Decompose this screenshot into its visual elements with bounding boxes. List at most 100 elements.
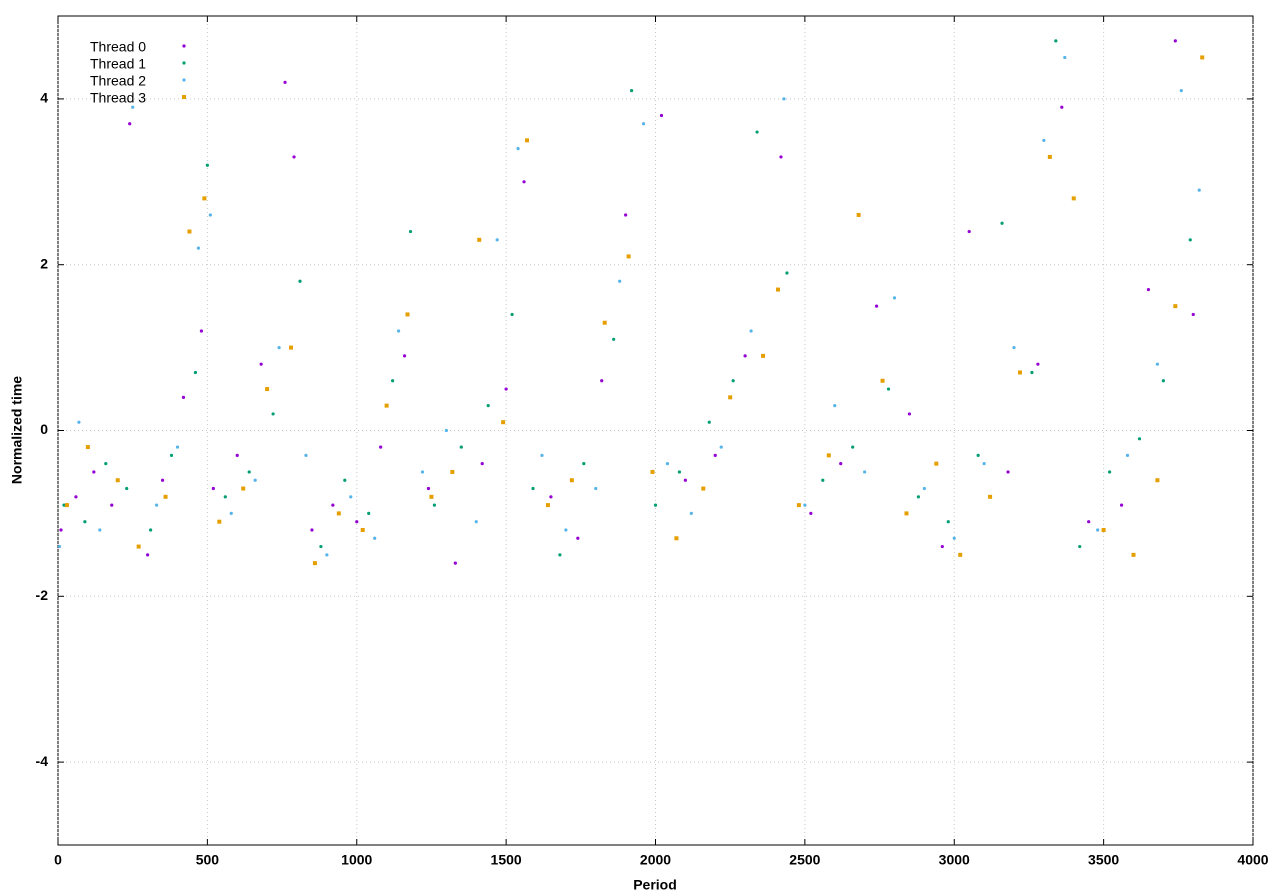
- x-tick-label: 500: [196, 852, 220, 868]
- data-point: [809, 511, 813, 515]
- y-tick-label: -2: [36, 587, 49, 603]
- data-point: [241, 486, 246, 491]
- data-point: [821, 478, 825, 482]
- data-point: [907, 412, 912, 416]
- data-point: [1030, 370, 1034, 375]
- data-point: [880, 378, 885, 383]
- data-point: [1054, 39, 1058, 43]
- data-point: [444, 428, 448, 433]
- y-tick-label: 0: [40, 421, 48, 437]
- data-point: [531, 486, 535, 491]
- data-point: [384, 403, 389, 408]
- data-point: [952, 536, 956, 540]
- data-point: [453, 561, 457, 565]
- x-tick-label: 0: [54, 852, 62, 868]
- data-point: [626, 254, 631, 259]
- data-point: [202, 196, 207, 201]
- data-point: [1197, 188, 1201, 192]
- data-point: [779, 155, 783, 159]
- data-point: [128, 122, 132, 126]
- data-point: [292, 155, 296, 159]
- data-point: [922, 486, 926, 491]
- data-point: [193, 370, 198, 375]
- data-point: [940, 544, 944, 549]
- legend-marker: [182, 95, 186, 99]
- data-point: [283, 80, 287, 84]
- data-point: [312, 561, 317, 566]
- data-point: [558, 553, 562, 557]
- data-point: [85, 445, 90, 450]
- data-point: [450, 469, 455, 474]
- data-point: [160, 478, 165, 482]
- data-point: [304, 453, 308, 457]
- data-point: [594, 486, 598, 491]
- y-axis-title: Normalized time: [9, 376, 25, 484]
- data-point: [59, 528, 63, 532]
- data-point: [310, 528, 314, 532]
- data-point: [426, 486, 431, 491]
- data-point: [223, 495, 227, 499]
- x-tick-label: 4000: [1237, 852, 1268, 868]
- data-point: [149, 528, 153, 532]
- data-point: [336, 511, 341, 516]
- y-tick-label: 4: [40, 90, 48, 106]
- data-point: [839, 462, 843, 466]
- x-tick-label: 3000: [939, 852, 970, 868]
- x-tick-label: 1500: [491, 852, 522, 868]
- data-point: [782, 97, 786, 101]
- data-point: [391, 379, 395, 383]
- data-point: [904, 511, 909, 516]
- data-point: [934, 461, 939, 466]
- data-point: [265, 387, 270, 392]
- data-point: [624, 213, 628, 217]
- data-point: [77, 420, 81, 424]
- data-point: [1161, 379, 1165, 383]
- data-point: [569, 478, 574, 483]
- y-tick-label: 2: [40, 255, 48, 271]
- data-point: [641, 122, 646, 126]
- data-point: [545, 503, 550, 508]
- x-tick-label: 2000: [640, 852, 671, 868]
- data-point: [602, 320, 607, 325]
- data-point: [1012, 346, 1016, 350]
- data-point: [630, 89, 634, 93]
- data-point: [1125, 453, 1130, 457]
- data-point: [486, 404, 490, 408]
- legend-marker: [182, 78, 186, 82]
- data-point: [504, 387, 508, 391]
- legend-marker: [182, 61, 186, 65]
- data-point: [154, 503, 159, 507]
- data-point: [749, 329, 753, 333]
- data-point: [674, 536, 679, 541]
- data-point: [582, 462, 586, 466]
- data-point: [1108, 470, 1112, 474]
- data-point: [665, 462, 670, 466]
- data-point: [1006, 470, 1010, 474]
- data-point: [98, 528, 102, 532]
- data-point: [988, 494, 993, 499]
- data-point: [208, 213, 212, 217]
- x-tick-label: 2500: [789, 852, 820, 868]
- data-point: [967, 229, 971, 234]
- data-point: [187, 229, 192, 234]
- data-point: [92, 470, 96, 474]
- data-point: [677, 470, 682, 474]
- data-point: [892, 296, 897, 300]
- data-point: [618, 279, 622, 283]
- data-point: [510, 312, 514, 317]
- legend-label: Thread 2: [90, 73, 146, 89]
- legend-marker: [182, 44, 186, 48]
- data-point: [863, 470, 867, 474]
- data-point: [1146, 287, 1151, 292]
- data-point: [958, 552, 963, 557]
- data-point: [277, 346, 281, 350]
- data-point: [1173, 304, 1178, 309]
- data-point: [74, 495, 78, 499]
- data-point: [367, 511, 371, 515]
- data-point: [110, 503, 114, 507]
- data-point: [1155, 362, 1159, 366]
- data-point: [420, 470, 425, 474]
- data-point: [199, 329, 203, 333]
- data-point: [136, 544, 141, 549]
- data-point: [396, 329, 401, 333]
